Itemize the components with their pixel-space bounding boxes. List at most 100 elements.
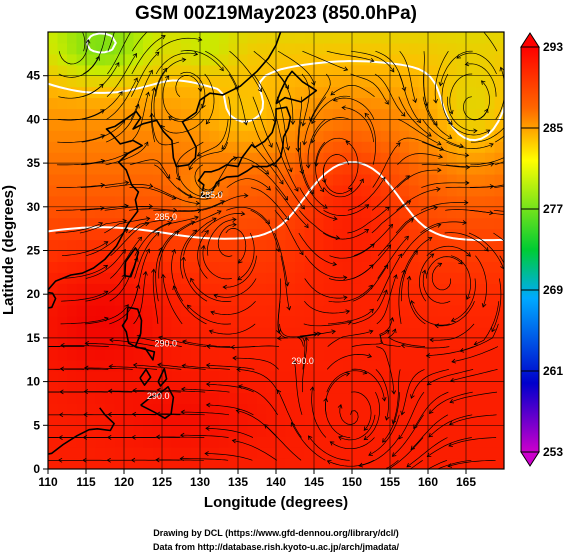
x-tick-label: 160 — [418, 475, 438, 489]
temperature-cell — [371, 305, 382, 317]
temperature-cell — [257, 32, 268, 44]
streamline-arrowhead — [364, 228, 370, 234]
temperature-cell — [48, 458, 59, 469]
temperature-cell — [304, 370, 315, 383]
temperature-cell — [57, 174, 68, 186]
streamline-arrowhead — [35, 436, 38, 440]
temperature-cell — [428, 294, 439, 306]
temperature-cell — [276, 337, 287, 350]
temperature-cell — [447, 184, 458, 197]
temperature-cell — [105, 327, 116, 339]
streamline — [427, 459, 448, 469]
temperature-cell — [48, 436, 59, 448]
streamline — [84, 367, 133, 370]
temperature-cell — [428, 337, 439, 350]
temperature-cell — [219, 370, 230, 383]
temperature-cell — [494, 228, 504, 241]
temperature-cell — [266, 294, 277, 306]
temperature-cell — [390, 228, 401, 241]
temperature-cell — [437, 425, 448, 437]
footer-credit: Drawing by DCL (https://www.gfd-dennou.o… — [153, 528, 399, 538]
temperature-cell — [390, 108, 401, 120]
temperature-cell — [475, 359, 486, 372]
streamline — [304, 278, 347, 299]
temperature-cell — [304, 217, 315, 230]
temperature-cell — [219, 261, 230, 273]
temperature-cell — [219, 305, 230, 317]
temperature-cell — [190, 130, 201, 142]
temperature-cell — [437, 392, 448, 404]
temperature-cell — [314, 272, 325, 284]
temperature-cell — [209, 337, 220, 350]
coastline — [121, 306, 156, 361]
temperature-cell — [200, 261, 211, 273]
temperature-cell — [352, 381, 363, 394]
temperature-cell — [181, 119, 192, 131]
temperature-cell — [200, 53, 211, 66]
x-tick-label: 145 — [304, 475, 324, 489]
temperature-cell — [228, 436, 239, 448]
temperature-cell — [67, 152, 78, 164]
temperature-cell — [162, 195, 173, 208]
temperature-cell — [257, 327, 268, 339]
temperature-cell — [323, 250, 334, 262]
temperature-cell — [409, 337, 420, 350]
streamline — [104, 205, 153, 211]
temperature-cell — [485, 414, 496, 426]
temperature-cell — [352, 370, 363, 383]
streamline — [253, 73, 276, 123]
temperature-cell — [228, 32, 239, 44]
temperature-cell — [105, 337, 116, 350]
streamline-arrowhead — [434, 323, 440, 329]
temperature-cell — [171, 42, 182, 55]
temperature-cell — [475, 206, 486, 219]
streamline — [229, 50, 262, 92]
temperature-cell — [342, 250, 353, 262]
streamline — [431, 263, 452, 291]
temperature-cell — [352, 108, 363, 120]
temperature-cell — [447, 414, 458, 426]
temperature-cell — [437, 283, 448, 295]
streamline — [151, 113, 180, 146]
temperature-cell — [485, 195, 496, 208]
temperature-cell — [418, 53, 429, 66]
streamline-arrowhead — [359, 178, 364, 184]
streamline-arrowhead — [299, 169, 305, 175]
streamline-arrowhead — [314, 162, 319, 167]
streamline-arrowhead — [58, 412, 64, 418]
temperature-cell — [314, 163, 325, 175]
temperature-cell — [238, 217, 249, 230]
temperature-cell — [485, 294, 496, 306]
temperature-cell — [67, 414, 78, 426]
temperature-cell — [276, 403, 287, 415]
temperature-cell — [133, 436, 144, 448]
temperature-cell — [456, 53, 467, 66]
streamline — [439, 50, 473, 86]
temperature-cell — [209, 447, 220, 459]
streamline — [82, 91, 123, 120]
temperature-cell — [428, 305, 439, 317]
temperature-cell — [333, 217, 344, 230]
temperature-cell — [238, 458, 249, 469]
temperature-cell — [76, 217, 87, 230]
temperature-cell — [475, 119, 486, 131]
temperature-cell — [133, 184, 144, 197]
streamline-arrowhead — [182, 339, 187, 345]
streamline-arrowhead — [337, 403, 343, 409]
temperature-cell — [143, 64, 154, 77]
temperature-cell — [86, 108, 97, 120]
temperature-cell — [257, 42, 268, 55]
temperature-cell — [238, 272, 249, 284]
temperature-cell — [238, 403, 249, 415]
streamline-arrowhead — [130, 457, 136, 463]
temperature-cell — [57, 152, 68, 164]
temperature-cell — [276, 32, 287, 44]
streamline-arrowhead — [100, 134, 106, 139]
temperature-cell — [190, 392, 201, 404]
temperature-cell — [314, 130, 325, 142]
temperature-cell — [266, 42, 277, 55]
temperature-cell — [380, 152, 391, 164]
temperature-cell — [48, 294, 59, 306]
temperature-cell — [105, 348, 116, 361]
temperature-cell — [437, 305, 448, 317]
